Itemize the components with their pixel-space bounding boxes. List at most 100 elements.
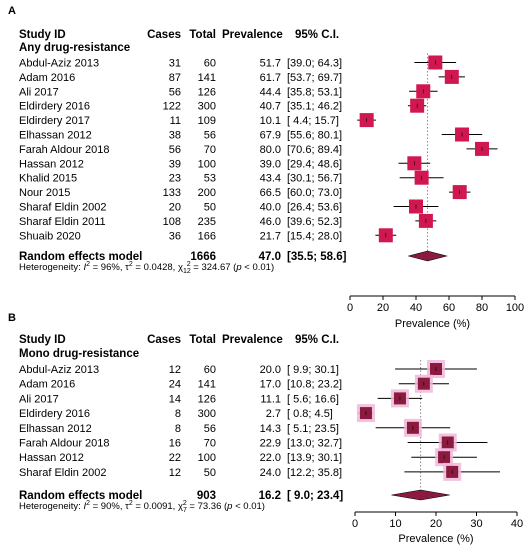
study-cases: 31 — [169, 58, 181, 70]
study-name: Khalid 2015 — [19, 173, 77, 185]
study-name: Abdul-Aziz 2013 — [19, 58, 99, 70]
study-ci: [10.8; 23.2] — [287, 379, 342, 391]
x-axis-label: Prevalence (%) — [398, 533, 473, 545]
study-cases: 36 — [169, 230, 181, 242]
study-prevalence: 43.4 — [260, 173, 281, 185]
study-name: Eldirdery 2016 — [19, 408, 90, 420]
study-ci: [39.0; 64.3] — [287, 58, 342, 70]
study-name: Eldirdery 2016 — [19, 101, 90, 113]
study-cases: 39 — [169, 158, 181, 170]
study-total: 56 — [204, 423, 216, 435]
pooled-prevalence: 47.0 — [259, 251, 281, 263]
study-name: Sharaf Eldin 2002 — [19, 467, 106, 479]
study-total: 70 — [204, 144, 216, 156]
pooled-diamond — [407, 250, 448, 262]
study-cases: 16 — [169, 438, 181, 450]
study-ci: [29.4; 48.6] — [287, 158, 342, 170]
study-name: Shuaib 2020 — [19, 230, 81, 242]
header-total: Total — [189, 29, 216, 41]
study-total: 300 — [198, 101, 216, 113]
study-ci: [39.6; 52.3] — [287, 216, 342, 228]
study-prevalence: 17.0 — [260, 379, 281, 391]
study-ci: [ 0.8; 4.5] — [287, 408, 333, 420]
study-total: 126 — [198, 393, 216, 405]
study-ci: [60.0; 73.0] — [287, 187, 342, 199]
study-total: 70 — [204, 438, 216, 450]
heterogeneity-stats: Heterogeneity: I2 = 90%, τ2 = 0.0091, χ7… — [19, 500, 265, 514]
study-ci: [15.4; 28.0] — [287, 230, 342, 242]
study-name: Sharaf Eldin 2002 — [19, 202, 106, 214]
study-prevalence: 61.7 — [260, 72, 281, 84]
study-name: Hassan 2012 — [19, 158, 84, 170]
study-prevalence: 51.7 — [260, 58, 281, 70]
x-tick-label: 30 — [470, 518, 482, 530]
pooled-prevalence: 16.2 — [259, 490, 281, 502]
study-prevalence: 14.3 — [260, 423, 281, 435]
study-prevalence: 10.1 — [260, 115, 281, 127]
study-ci: [ 9.9; 30.1] — [287, 364, 339, 376]
study-total: 50 — [204, 467, 216, 479]
study-name: Adam 2016 — [19, 72, 75, 84]
pooled-diamond — [391, 489, 450, 501]
pooled-ci: [35.5; 58.6] — [287, 251, 347, 263]
study-ci: [ 4.4; 15.7] — [287, 115, 339, 127]
study-ci: [ 5.6; 16.6] — [287, 393, 339, 405]
header-study-id: Study ID — [19, 334, 66, 346]
study-ci: [13.0; 32.7] — [287, 438, 342, 450]
study-prevalence: 22.9 — [260, 438, 281, 450]
study-total: 235 — [198, 216, 216, 228]
study-prevalence: 67.9 — [260, 130, 281, 142]
study-total: 60 — [204, 364, 216, 376]
study-total: 126 — [198, 86, 216, 98]
study-prevalence: 24.0 — [260, 467, 281, 479]
header-cases: Cases — [147, 29, 181, 41]
pooled-total: 903 — [197, 490, 216, 502]
study-cases: 12 — [169, 364, 181, 376]
study-cases: 108 — [163, 216, 181, 228]
heterogeneity-stats: Heterogeneity: I2 = 96%, τ2 = 0.0428, χ1… — [19, 261, 274, 275]
study-name: Abdul-Aziz 2013 — [19, 364, 99, 376]
study-name: Ali 2017 — [19, 393, 59, 405]
panel-label: A — [8, 5, 16, 17]
study-cases: 14 — [169, 393, 181, 405]
study-total: 141 — [198, 72, 216, 84]
study-ci: [55.6; 80.1] — [287, 130, 342, 142]
study-total: 60 — [204, 58, 216, 70]
study-name: Adam 2016 — [19, 379, 75, 391]
subgroup-label: Mono drug-resistance — [19, 348, 139, 360]
study-prevalence: 66.5 — [260, 187, 281, 199]
study-total: 100 — [198, 158, 216, 170]
study-prevalence: 40.7 — [260, 101, 281, 113]
study-cases: 122 — [163, 101, 181, 113]
study-prevalence: 44.4 — [260, 86, 281, 98]
study-ci: [70.6; 89.4] — [287, 144, 342, 156]
study-name: Farah Aldour 2018 — [19, 144, 110, 156]
x-tick-label: 20 — [377, 302, 389, 314]
study-cases: 8 — [175, 408, 181, 420]
x-tick-label: 0 — [347, 302, 353, 314]
study-cases: 56 — [169, 144, 181, 156]
study-cases: 133 — [163, 187, 181, 199]
study-cases: 23 — [169, 173, 181, 185]
study-name: Sharaf Eldin 2011 — [19, 216, 106, 228]
study-ci: [30.1; 56.7] — [287, 173, 342, 185]
header-ci: 95% C.I. — [295, 29, 339, 41]
study-ci: [ 5.1; 23.5] — [287, 423, 339, 435]
subgroup-label: Any drug-resistance — [19, 42, 130, 54]
study-prevalence: 80.0 — [260, 144, 281, 156]
x-tick-label: 80 — [476, 302, 488, 314]
study-ci: [35.8; 53.1] — [287, 86, 342, 98]
study-name: Farah Aldour 2018 — [19, 438, 110, 450]
pooled-ci: [ 9.0; 23.4] — [287, 490, 343, 502]
study-ci: [12.2; 35.8] — [287, 467, 342, 479]
study-cases: 11 — [170, 115, 181, 127]
study-prevalence: 22.0 — [260, 452, 281, 464]
x-tick-label: 40 — [410, 302, 422, 314]
study-total: 109 — [198, 115, 216, 127]
study-total: 166 — [198, 230, 216, 242]
study-prevalence: 46.0 — [260, 216, 281, 228]
study-name: Elhassan 2012 — [19, 130, 92, 142]
